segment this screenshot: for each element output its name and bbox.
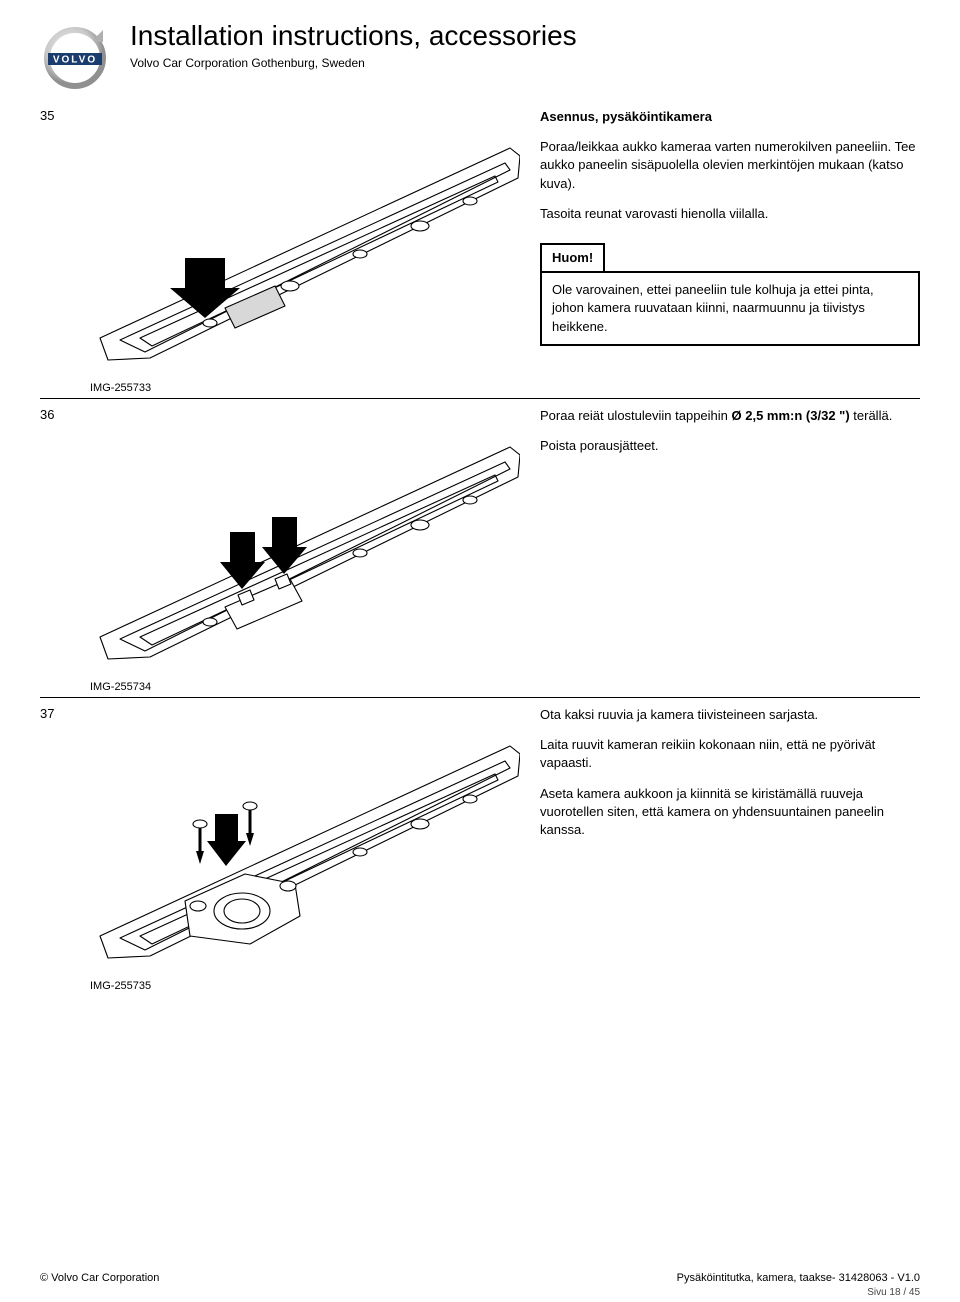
page-footer: © Volvo Car Corporation Pysäköintitutka,… xyxy=(40,1272,920,1284)
note-title: Huom! xyxy=(540,243,605,273)
step-37: 37 xyxy=(40,698,920,974)
step-36: 36 xyxy=(40,399,920,675)
step-35: 35 xyxy=(40,100,920,376)
page-number: Sivu 18 / 45 xyxy=(867,1287,920,1298)
step-number: 37 xyxy=(40,706,70,966)
step-number: 35 xyxy=(40,108,70,368)
step-35-p1: Poraa/leikkaa aukko kameraa varten numer… xyxy=(540,138,920,193)
step-35-illustration xyxy=(90,108,520,368)
note-box: Huom! Ole varovainen, ettei paneeliin tu… xyxy=(540,243,920,346)
img-id-35: IMG-255733 xyxy=(90,382,920,394)
step-37-p1: Ota kaksi ruuvia ja kamera tiivisteineen… xyxy=(540,706,920,724)
step-37-illustration xyxy=(90,706,520,966)
page-header: VOLVO Installation instructions, accesso… xyxy=(40,20,920,90)
svg-text:VOLVO: VOLVO xyxy=(53,55,97,66)
step-35-p2: Tasoita reunat varovasti hienolla viilal… xyxy=(540,205,920,223)
step-35-title: Asennus, pysäköintikamera xyxy=(540,108,920,126)
step-36-p1: Poraa reiät ulostuleviin tappeihin Ø 2,5… xyxy=(540,407,920,425)
img-id-36: IMG-255734 xyxy=(90,681,920,693)
step-37-p3: Aseta kamera aukkoon ja kiinnitä se kiri… xyxy=(540,785,920,840)
step-37-p2: Laita ruuvit kameran reikiin kokonaan ni… xyxy=(540,736,920,772)
footer-right: Pysäköintitutka, kamera, taakse- 3142806… xyxy=(677,1272,920,1284)
note-body: Ole varovainen, ettei paneeliin tule kol… xyxy=(552,282,874,333)
doc-subtitle: Volvo Car Corporation Gothenburg, Sweden xyxy=(130,56,577,70)
step-number: 36 xyxy=(40,407,70,667)
step-36-p2: Poista porausjätteet. xyxy=(540,437,920,455)
step-36-illustration xyxy=(90,407,520,667)
footer-left: © Volvo Car Corporation xyxy=(40,1272,159,1284)
volvo-logo: VOLVO xyxy=(40,20,110,90)
doc-title: Installation instructions, accessories xyxy=(130,20,577,52)
img-id-37: IMG-255735 xyxy=(90,980,920,992)
